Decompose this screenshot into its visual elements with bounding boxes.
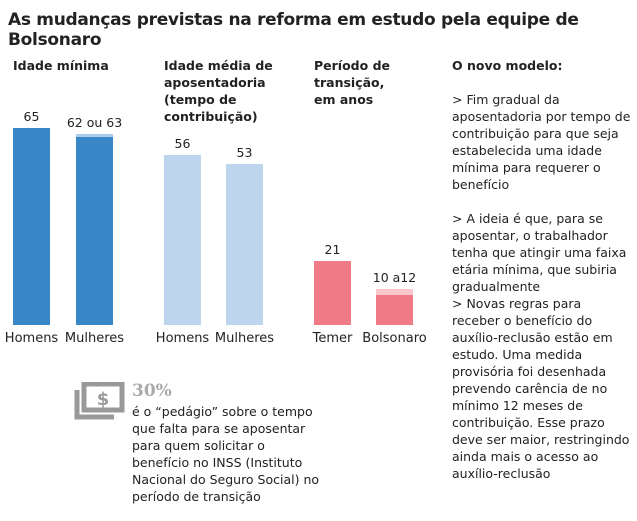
value-label: 56 bbox=[174, 136, 191, 152]
bar-bolsonaro bbox=[376, 294, 413, 325]
bar-temer bbox=[314, 261, 351, 325]
group-title-idade-minima: Idade mínima bbox=[13, 58, 109, 73]
bar-mulheres bbox=[226, 164, 263, 325]
category-label: Homens bbox=[4, 331, 59, 346]
svg-text:$: $ bbox=[97, 389, 110, 410]
category-label: Mulheres bbox=[64, 331, 125, 346]
category-label: Mulheres bbox=[214, 331, 275, 346]
value-label: 53 bbox=[236, 145, 253, 161]
side-heading: O novo modelo: bbox=[452, 58, 563, 73]
group-title-idade-media: Idade média de aposentadoria (tempo de c… bbox=[164, 58, 273, 124]
chart-title: As mudanças previstas na reforma em estu… bbox=[8, 10, 579, 50]
value-label: 62 ou 63 bbox=[66, 115, 123, 131]
bar-range-cap bbox=[376, 288, 413, 295]
bar-range-cap bbox=[76, 134, 113, 138]
category-label: Temer bbox=[312, 331, 353, 346]
bar-mulheres bbox=[76, 137, 113, 325]
group-title-transicao: Período de transição, em anos bbox=[314, 58, 390, 107]
category-label: Homens bbox=[155, 331, 210, 346]
category-label: Bolsonaro bbox=[362, 331, 427, 346]
money-monitor-icon: $ bbox=[74, 382, 125, 420]
side-paragraph: > Novas regras para receber o benefício … bbox=[452, 296, 630, 481]
value-label: 65 bbox=[23, 109, 40, 125]
highlight-value: 30% bbox=[132, 381, 172, 401]
side-paragraph: > Fim gradual da aposentadoria por tempo… bbox=[452, 92, 631, 192]
side-paragraph: > A ideia é que, para se aposentar, o tr… bbox=[452, 211, 627, 294]
bar-homens bbox=[164, 155, 201, 325]
bar-homens bbox=[13, 128, 50, 325]
side-text: > Fim gradual da aposentadoria por tempo… bbox=[452, 91, 632, 499]
value-label: 21 bbox=[324, 242, 341, 258]
highlight-text: é o “pedágio” sobre o tempo que falta pa… bbox=[132, 404, 320, 504]
value-label: 10 a12 bbox=[372, 269, 417, 285]
